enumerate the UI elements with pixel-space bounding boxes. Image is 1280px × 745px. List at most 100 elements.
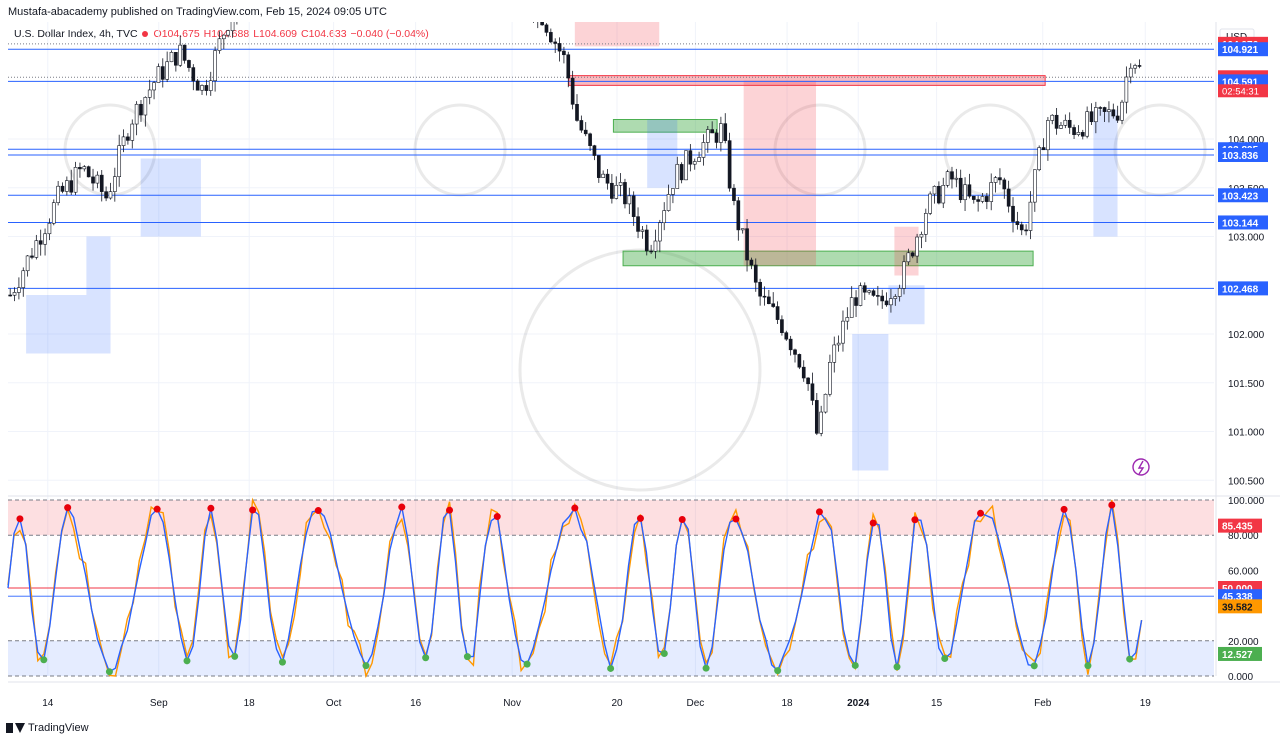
- candle-bear: [191, 67, 196, 82]
- candle-bull: [1107, 109, 1111, 112]
- footer: TradingView: [6, 722, 89, 734]
- candle-bull: [993, 177, 998, 183]
- candle-bull: [902, 261, 906, 289]
- candle-bull: [963, 184, 967, 201]
- candle-bear: [876, 295, 880, 297]
- candle-bear: [86, 166, 91, 178]
- candle-bull: [1050, 114, 1055, 121]
- candle-bear: [937, 185, 941, 204]
- osc-level-tag: [1218, 646, 1262, 661]
- demand-zone: [612, 119, 718, 133]
- candle-bull: [222, 34, 226, 40]
- candle-bear: [139, 103, 143, 116]
- candle-bull: [143, 97, 148, 116]
- candle-bear: [38, 240, 43, 245]
- osc-peak-marker: [314, 507, 322, 515]
- candle-bull: [601, 173, 605, 178]
- osc-peak-marker: [977, 509, 985, 517]
- candle-bear: [1089, 111, 1094, 123]
- candle-bull: [1094, 107, 1098, 123]
- candle-bull: [34, 240, 39, 258]
- price-level-tag-label: 103.423: [1222, 191, 1259, 202]
- candle-bull: [1085, 111, 1089, 137]
- order-block: [574, 22, 660, 47]
- candle-bear: [814, 400, 819, 434]
- candle-bull: [169, 52, 174, 63]
- candle-bull: [1032, 169, 1037, 203]
- candle-bull: [240, 0, 243, 8]
- candle-bull: [130, 123, 135, 141]
- symbol-name[interactable]: U.S. Dollar Index, 4h, TVC: [14, 28, 138, 40]
- candle-bear: [688, 150, 693, 165]
- lightning-icon[interactable]: [1132, 458, 1150, 476]
- candle-bull: [893, 296, 898, 299]
- candle-bull: [823, 393, 828, 413]
- candle-bear: [862, 285, 867, 293]
- candle-bear: [160, 66, 165, 80]
- price-axis[interactable]: [1216, 22, 1280, 676]
- candle-bear: [583, 129, 588, 135]
- order-block: [26, 295, 87, 354]
- candle-bear: [1067, 119, 1072, 128]
- osc-tick-label: 20.000: [1228, 637, 1259, 648]
- order-block: [647, 119, 678, 188]
- candle-bull: [640, 229, 645, 232]
- osc-trough-marker: [941, 655, 949, 663]
- osc-trough-marker: [523, 660, 531, 668]
- candle-bull: [73, 167, 78, 193]
- candle-bear: [60, 185, 65, 192]
- candle-bull: [919, 234, 924, 238]
- overbought-band: [8, 500, 1214, 536]
- candle-bull: [980, 196, 985, 202]
- candle-bull: [65, 180, 69, 192]
- candle-bear: [69, 180, 74, 193]
- candle-bear: [775, 306, 780, 320]
- ohlc-close: C104.633: [301, 28, 347, 40]
- osc-trough-marker: [422, 654, 430, 662]
- osc-level-tag: [1218, 599, 1262, 614]
- candle-bear: [570, 77, 575, 105]
- candle-bull: [697, 157, 701, 162]
- osc-peak-marker: [815, 508, 823, 516]
- candle-bull: [828, 362, 832, 395]
- candle-bear: [884, 300, 889, 306]
- candle-bear: [758, 281, 762, 297]
- candle-bear: [723, 123, 728, 141]
- osc-peak-marker: [153, 505, 161, 513]
- osc-tick-label: 0.000: [1228, 672, 1253, 683]
- osc-peak-marker: [911, 516, 919, 524]
- demand-zone: [622, 250, 1034, 267]
- order-block: [888, 285, 925, 325]
- candle-bull: [43, 233, 47, 245]
- candle-bear: [566, 54, 571, 79]
- candle-bear: [806, 377, 810, 385]
- candle-bull: [915, 236, 919, 257]
- osc-tick-label: 100.000: [1228, 496, 1265, 507]
- candle-bull: [1063, 119, 1068, 126]
- osc-peak-marker: [869, 519, 877, 527]
- candle-bear: [99, 174, 104, 192]
- candle-bull: [156, 66, 161, 83]
- candle-bear: [679, 164, 684, 181]
- candle-bear: [780, 319, 784, 334]
- osc-trough-marker: [463, 653, 471, 661]
- supply-zone: [568, 75, 1046, 86]
- osc-trough-marker: [607, 664, 615, 672]
- candle-bear: [592, 145, 597, 156]
- candle-bear: [78, 167, 82, 170]
- candle-bull: [1059, 125, 1063, 129]
- price-level-tag-label: 103.836: [1222, 151, 1259, 162]
- osc-peak-marker: [1108, 501, 1116, 509]
- watermark-ring: [413, 103, 507, 197]
- time-tick-label: Nov: [503, 698, 521, 709]
- candle-bear: [104, 191, 108, 199]
- candle-bull: [226, 30, 231, 36]
- price-tick-label: 103.000: [1228, 233, 1265, 244]
- candle-bear: [971, 195, 976, 200]
- osc-level-tag-label: 12.527: [1222, 650, 1253, 661]
- osc-peak-marker: [678, 515, 686, 523]
- osc-peak-marker: [636, 514, 644, 522]
- candle-bear: [793, 349, 797, 355]
- candle-bull: [1028, 201, 1033, 231]
